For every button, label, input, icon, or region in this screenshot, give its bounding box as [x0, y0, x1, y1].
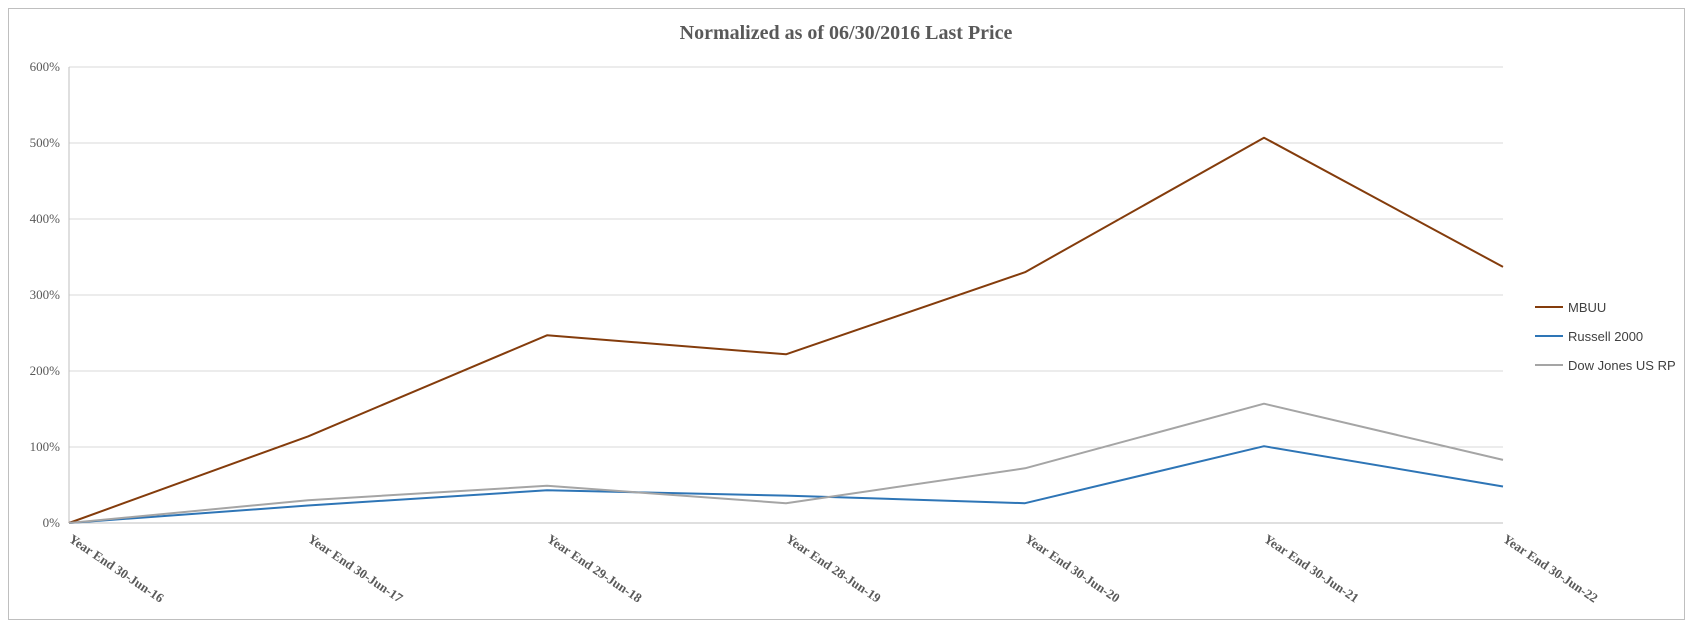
series-line-dow-jones-us-rp: [68, 402, 1504, 524]
legend-label: Russell 2000: [1568, 329, 1643, 344]
series-line-russell-2000: [68, 445, 1504, 524]
y-tick-label: 600%: [30, 59, 61, 74]
y-tick-label: 0%: [43, 515, 61, 530]
series-lines: [68, 136, 1504, 524]
x-tick-label: Year End 30-Jun-21: [1261, 531, 1361, 606]
x-tick-label: Year End 30-Jun-20: [1022, 531, 1122, 606]
legend-label: Dow Jones US RP: [1568, 358, 1676, 373]
axes: [68, 67, 1503, 524]
chart-frame: [8, 8, 1685, 620]
gridlines: [69, 66, 1503, 448]
x-tick-label: Year End 30-Jun-22: [1500, 531, 1600, 606]
y-tick-label: 200%: [30, 363, 61, 378]
y-tick-label: 400%: [30, 211, 61, 226]
legend: MBUU Russell 2000 Dow Jones US RP: [1535, 300, 1676, 373]
x-tick-label: Year End 30-Jun-17: [305, 531, 406, 606]
series-line-mbuu: [68, 136, 1504, 524]
chart-title: Normalized as of 06/30/2016 Last Price: [680, 22, 1013, 44]
y-tick-label: 100%: [30, 439, 61, 454]
y-tick-label: 500%: [30, 135, 61, 150]
x-axis-ticks: Year End 30-Jun-16 Year End 30-Jun-17 Year…: [66, 531, 1600, 606]
x-tick-label: Year End 29-Jun-18: [544, 531, 645, 606]
x-tick-label: Year End 28-Jun-19: [783, 531, 884, 606]
x-tick-label: Year End 30-Jun-16: [66, 531, 167, 606]
y-tick-label: 300%: [30, 287, 61, 302]
legend-label: MBUU: [1568, 300, 1606, 315]
y-axis-ticks: 0% 100% 200% 300% 400% 500% 600%: [30, 59, 61, 530]
